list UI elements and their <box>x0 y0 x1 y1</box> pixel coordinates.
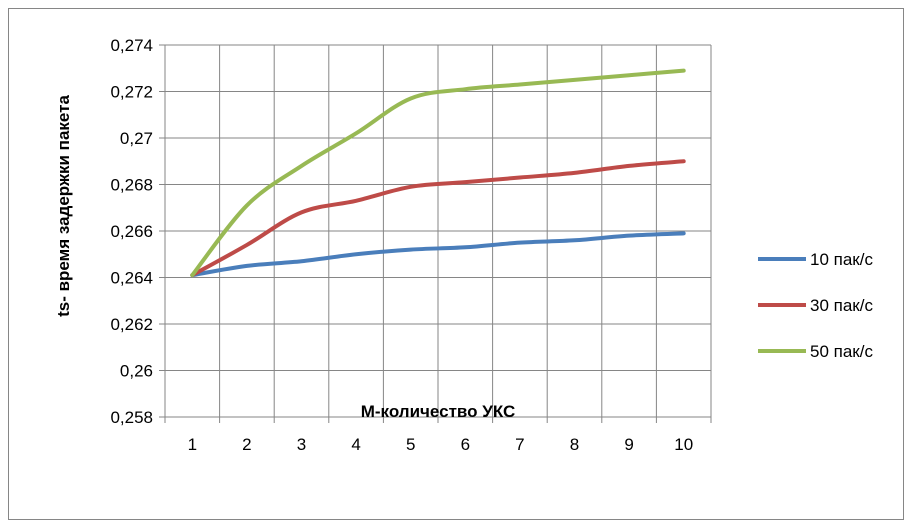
axes <box>159 44 712 423</box>
x-tick-label: 7 <box>515 435 524 454</box>
x-tick-label: 4 <box>351 435 360 454</box>
y-tick-label: 0,27 <box>120 129 153 148</box>
y-tick-labels: 0,258 0,26 0,262 0,264 0,266 0,268 0,27 0,272 0,… <box>110 36 153 427</box>
y-tick-label: 0,26 <box>120 362 153 381</box>
chart-frame <box>8 8 904 520</box>
series-line-1 <box>190 231 686 278</box>
legend: 10 пак/с 30 пак/с 50 пак/с <box>758 250 873 361</box>
x-tick-label: 1 <box>188 435 197 454</box>
x-tick-label: 9 <box>624 435 633 454</box>
y-tick-label: 0,272 <box>110 83 153 102</box>
series-line-2 <box>190 159 686 278</box>
y-tick-label: 0,264 <box>110 269 153 288</box>
y-tick-label: 0,274 <box>110 36 153 55</box>
x-tick-label: 2 <box>242 435 251 454</box>
series-lines <box>190 68 686 278</box>
x-tick-label: 3 <box>297 435 306 454</box>
legend-label-1: 10 пак/с <box>810 250 873 269</box>
y-tick-label: 0,266 <box>110 222 153 241</box>
x-tick-labels: 1 2 3 4 5 6 7 8 9 10 <box>188 435 694 454</box>
y-tick-label: 0,258 <box>110 408 153 427</box>
y-tick-label: 0,262 <box>110 315 153 334</box>
y-tick-label: 0,268 <box>110 176 153 195</box>
x-tick-label: 5 <box>406 435 415 454</box>
series-line-3 <box>190 68 686 278</box>
grid <box>164 44 712 418</box>
x-tick-label: 6 <box>461 435 470 454</box>
x-tick-label: 8 <box>570 435 579 454</box>
y-axis-title: ts- время задержки пакета <box>54 95 73 317</box>
legend-label-3: 50 пак/с <box>810 342 873 361</box>
legend-label-2: 30 пак/с <box>810 296 873 315</box>
x-axis-title: M-количество УКС <box>361 402 516 421</box>
x-tick-label: 10 <box>674 435 693 454</box>
